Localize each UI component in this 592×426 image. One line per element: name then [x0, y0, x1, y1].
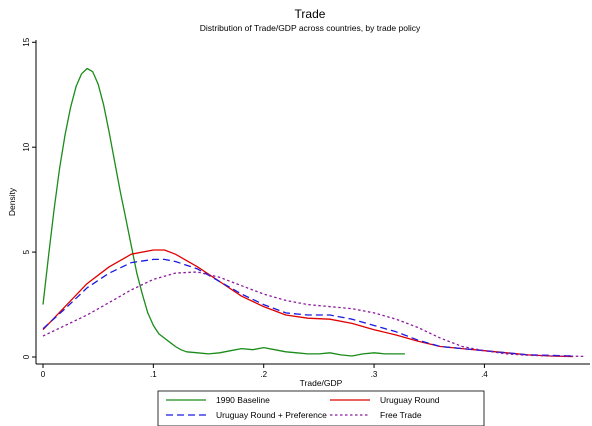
series-line-3: [42, 271, 584, 358]
legend-label-2: Uruguay Round + Preference: [216, 410, 327, 420]
axis-ticks: 0 .1 .2 .3 .4 0 5 10 15: [22, 37, 488, 379]
x-tick-label: .4: [481, 370, 488, 379]
chart-title: Trade: [295, 7, 326, 21]
chart-subtitle: Distribution of Trade/GDP across countri…: [200, 23, 421, 33]
series-line-2: [42, 258, 573, 357]
x-axis-label: Trade/GDP: [300, 378, 343, 388]
series-lines: [42, 67, 584, 358]
legend-label-3: Free Trade: [380, 410, 422, 420]
legend: 1990 Baseline Uruguay Round Uruguay Round …: [157, 390, 485, 426]
legend-label-1: Uruguay Round: [380, 395, 440, 405]
axes: [35, 40, 590, 365]
legend-box: [157, 390, 485, 426]
series-line-1: [42, 249, 573, 358]
y-tick-label: 5: [22, 249, 31, 254]
y-tick-label: 10: [22, 142, 31, 151]
series-line-0: [42, 67, 405, 357]
y-tick-label: 0: [22, 354, 31, 359]
y-tick-label: 15: [22, 37, 31, 46]
y-axis-label: Density: [7, 187, 17, 216]
x-tick-label: 0: [41, 370, 46, 379]
legend-label-0: 1990 Baseline: [216, 395, 270, 405]
x-tick-label: .1: [150, 370, 157, 379]
x-tick-label: .2: [260, 370, 267, 379]
x-tick-label: .3: [371, 370, 378, 379]
